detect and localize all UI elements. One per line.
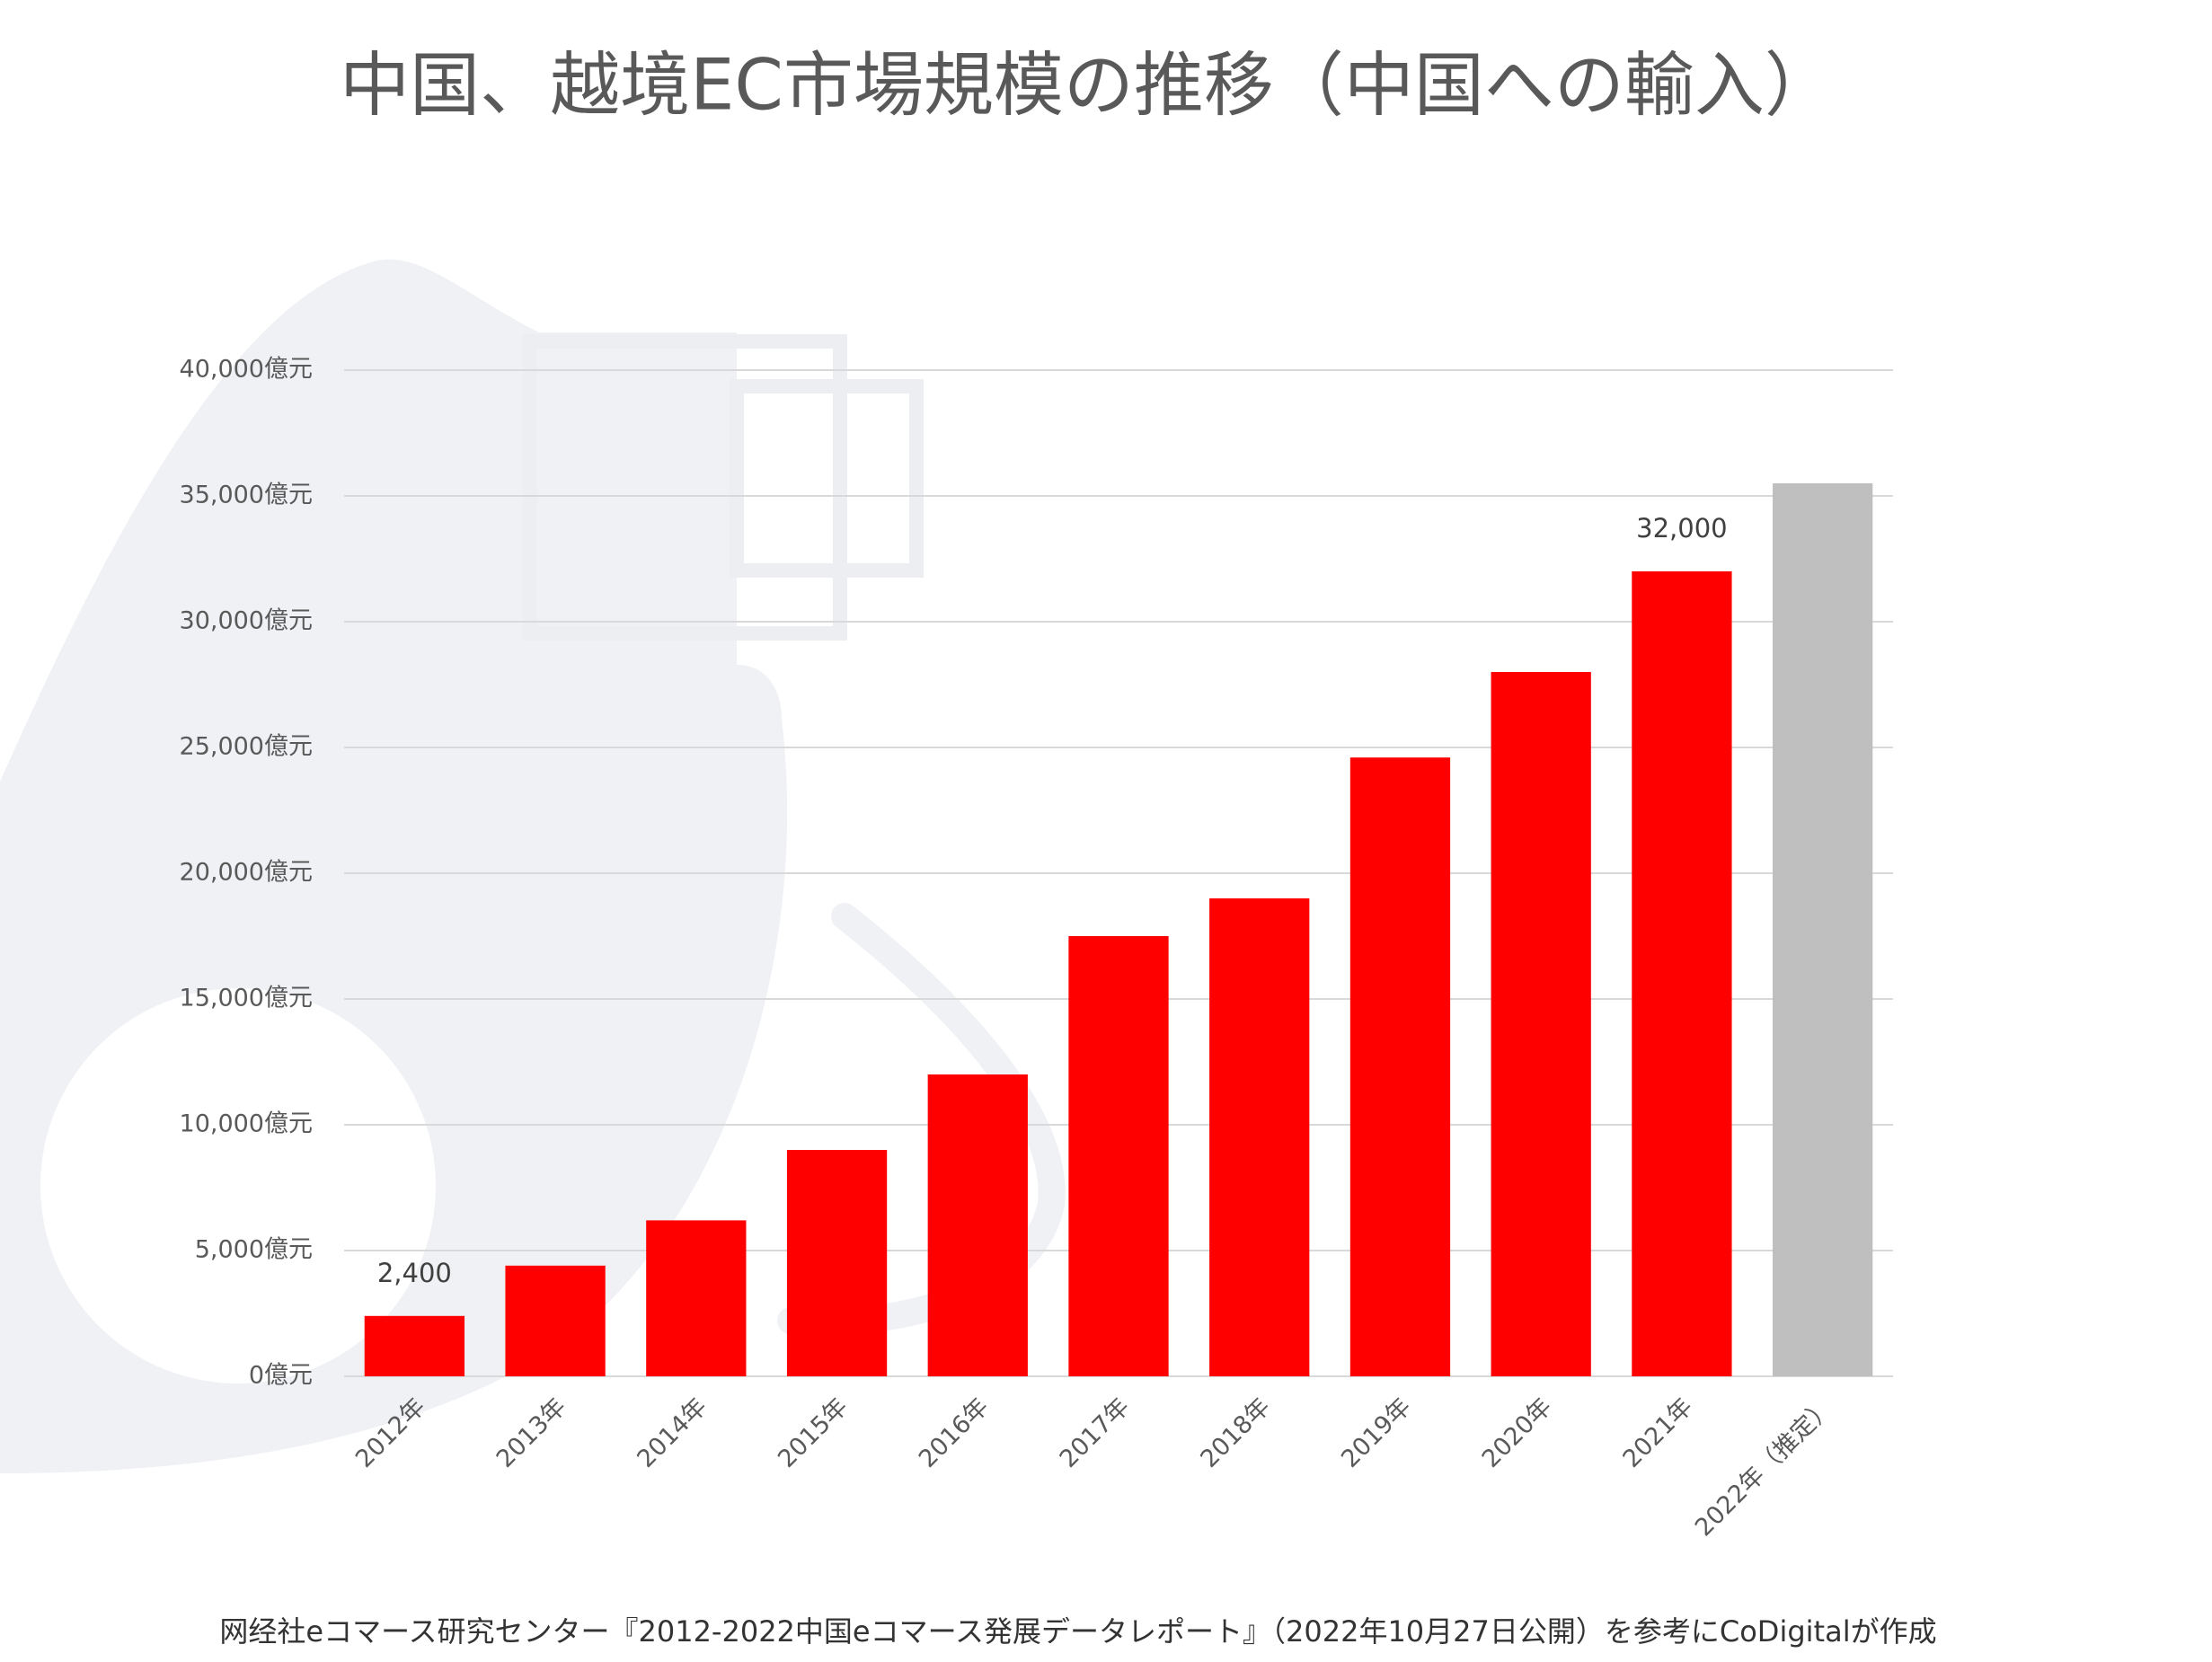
bar [1349,757,1451,1376]
bar [1209,898,1310,1376]
y-tick-label: 35,000億元 [180,482,313,509]
bar [786,1150,888,1376]
y-tick-label: 15,000億元 [180,985,313,1012]
x-tick-label: 2022年（推定） [1690,1392,1839,1542]
x-tick-label: 2017年 [1055,1392,1136,1473]
bar [1632,571,1732,1376]
y-tick-label: 25,000億元 [180,733,313,761]
x-tick-label: 2020年 [1477,1392,1558,1473]
y-tick-label: 20,000億元 [180,859,313,887]
source-note: 网经社eコマース研究センター『2012-2022中国eコマース発展データレポート… [219,1614,1936,1649]
x-tick-label: 2021年 [1618,1392,1699,1473]
y-tick-label: 10,000億元 [180,1110,313,1138]
bar [1491,672,1591,1376]
y-tick-label: 5,000億元 [195,1236,313,1264]
x-tick-label: 2016年 [914,1392,995,1473]
background-decoration [0,259,1066,1474]
x-tick-label: 2018年 [1195,1392,1276,1473]
x-tick-label: 2014年 [632,1392,712,1473]
y-tick-label: 40,000億元 [180,356,313,384]
y-tick-label: 30,000億元 [180,607,313,635]
chart-title: 中国、越境EC市場規模の推移（中国への輸入） [340,45,1835,126]
bar [505,1265,606,1376]
bar [1068,936,1169,1376]
y-tick-label: 0億元 [249,1362,313,1390]
data-label: 2,400 [377,1258,452,1288]
x-tick-label: 2013年 [491,1392,572,1473]
bar [1772,483,1873,1376]
bar [364,1315,465,1376]
data-label: 32,000 [1636,513,1727,544]
bar [927,1074,1028,1376]
x-tick-label: 2015年 [773,1392,854,1473]
bar [646,1220,747,1376]
x-tick-label: 2019年 [1336,1392,1417,1473]
